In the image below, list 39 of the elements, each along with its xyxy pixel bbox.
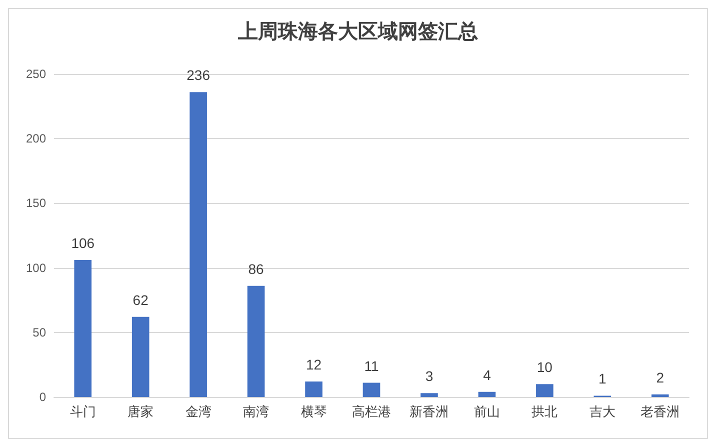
y-tick-label: 50	[32, 325, 46, 340]
bar	[362, 382, 380, 397]
data-label: 4	[483, 366, 492, 383]
bar	[74, 260, 92, 397]
bar	[190, 92, 207, 397]
chart-title: 上周珠海各大区域网签汇总	[237, 20, 478, 43]
data-label: 11	[364, 358, 379, 374]
data-label: 12	[306, 356, 322, 372]
data-label: 1	[598, 370, 607, 387]
y-tick-label: 100	[26, 260, 46, 275]
x-tick-label: 南湾	[243, 404, 270, 419]
y-tick-label: 200	[26, 132, 46, 146]
data-label: 236	[186, 67, 210, 84]
data-label: 10	[536, 359, 553, 376]
x-tick-label: 唐家	[128, 404, 154, 419]
x-tick-label: 斗门	[70, 404, 96, 419]
x-tick-label: 新香洲	[410, 404, 449, 419]
x-tick-label: 前山	[474, 404, 500, 419]
data-label: 62	[132, 292, 149, 308]
bar	[651, 394, 669, 397]
bar	[132, 316, 150, 397]
bar	[247, 286, 265, 397]
y-tick-label: 150	[26, 196, 46, 210]
bar	[420, 393, 438, 397]
y-tick-label: 250	[26, 67, 46, 81]
data-label: 86	[248, 260, 264, 277]
x-tick-label: 金湾	[185, 404, 212, 419]
x-tick-label: 拱北	[532, 404, 558, 419]
data-label: 106	[71, 235, 95, 252]
bar	[305, 381, 322, 397]
data-label: 3	[425, 368, 434, 384]
y-tick-label: 0	[39, 390, 46, 404]
x-tick-label: 横琴	[300, 404, 327, 419]
bar	[478, 392, 496, 397]
x-tick-label: 老香洲	[640, 404, 680, 419]
bar	[536, 384, 554, 397]
data-label: 2	[656, 369, 664, 386]
x-tick-label: 吉大	[589, 404, 616, 419]
x-tick-label: 高栏港	[352, 404, 391, 419]
